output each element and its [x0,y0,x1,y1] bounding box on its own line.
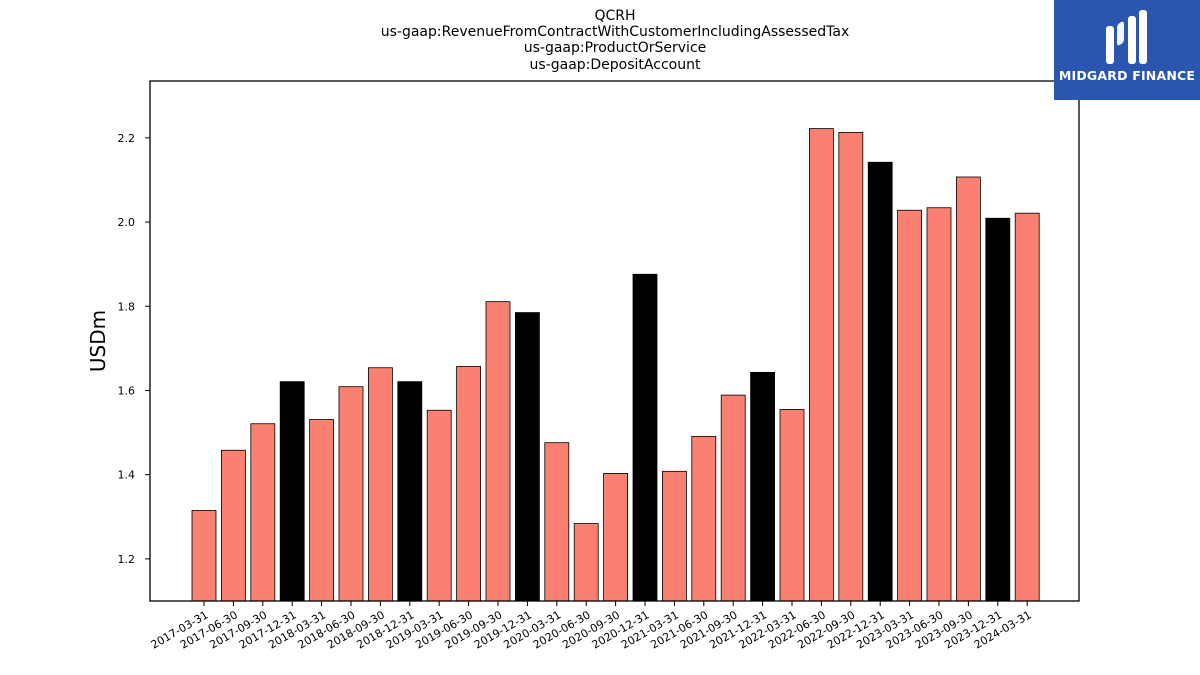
chart-title: QCRH us-gaap:RevenueFromContractWithCust… [381,8,850,73]
y-tick-label: 1.2 [118,553,136,566]
bar-2022-03-31 [779,409,805,602]
chart-title-line-2: us-gaap:RevenueFromContractWithCustomerI… [381,24,850,40]
bar-2018-12-31 [397,381,423,602]
plot-frame [149,80,1080,602]
y-tick-label: 2.0 [118,216,136,229]
bar-2020-09-30 [603,473,628,602]
bar-2021-12-31 [750,371,775,602]
bar-2021-06-30 [691,435,717,602]
y-tick-label: 1.8 [118,300,136,313]
brand-name: MIDGARD FINANCE [1058,68,1196,83]
chart-title-line-1: QCRH [594,8,635,24]
y-axis-label: USDm [86,310,110,372]
bar-2022-12-31 [867,161,893,602]
chart-title-line-4: us-gaap:DepositAccount [530,57,701,73]
bar-2024-03-31 [1014,212,1040,602]
brand-logo: MIDGARD FINANCE [1054,0,1200,100]
bar-2019-09-30 [485,301,511,602]
bar-2021-09-30 [720,394,746,602]
bar-2023-09-30 [956,176,981,602]
x-axis-ticks: 2017-03-312017-06-302017-09-302017-12-31… [149,601,1034,652]
chart-title-line-3: us-gaap:ProductOrService [524,40,707,56]
bar-2017-12-31 [279,381,305,602]
y-tick-label: 1.4 [118,469,136,482]
bar-2019-12-31 [515,312,540,602]
bar-2020-12-31 [632,273,658,602]
bar-2018-09-30 [367,367,393,602]
y-tick-label: 2.2 [118,132,136,145]
bar-2018-06-30 [338,386,364,602]
stylized-m-bars-icon [1106,10,1147,64]
bar-2019-06-30 [456,366,482,602]
y-tick-label: 1.6 [118,384,136,397]
bar-2017-09-30 [250,423,276,602]
bar-2018-03-31 [309,419,335,602]
bar-2023-06-30 [926,207,952,602]
bar-2023-03-31 [897,209,922,602]
bar-2017-06-30 [220,449,246,602]
bar-2019-03-31 [426,409,452,602]
bar-2017-03-31 [191,510,217,602]
bar-2020-03-31 [544,442,570,602]
bar-2022-06-30 [809,128,834,602]
bar-series [191,128,1040,602]
bar-2022-09-30 [838,131,864,602]
y-axis-ticks: 1.2 1.4 1.6 1.8 2.0 2.2 [118,132,150,566]
bar-2020-06-30 [573,523,599,602]
bar-2023-12-31 [985,217,1011,602]
bar-2021-03-31 [662,470,687,602]
